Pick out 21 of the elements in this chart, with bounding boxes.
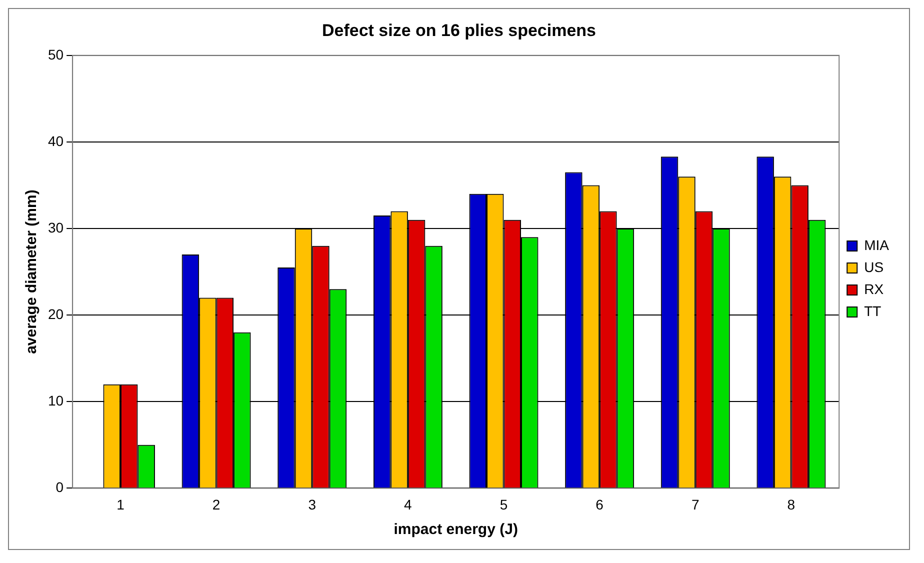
x-tick-label: 5 — [500, 496, 508, 512]
y-tick-label: 10 — [48, 392, 64, 408]
x-tick-label: 4 — [404, 496, 412, 512]
legend-label: RX — [864, 280, 884, 297]
y-tick-label: 20 — [48, 306, 64, 322]
y-tick-label: 0 — [56, 479, 64, 496]
chart-title: Defect size on 16 plies specimens — [322, 20, 596, 40]
legend-label: US — [864, 258, 884, 275]
y-tick-label: 50 — [48, 46, 64, 62]
legend-label: MIA — [864, 236, 890, 253]
x-tick-label: 1 — [116, 496, 125, 512]
legend-label: TT — [864, 302, 882, 319]
y-tick-label: 40 — [48, 132, 64, 149]
x-tick-label: 7 — [691, 496, 700, 512]
x-tick-label: 6 — [596, 496, 604, 512]
x-tick-label: 8 — [787, 496, 796, 512]
x-tick-label: 3 — [308, 496, 316, 512]
x-tick-label: 2 — [212, 496, 220, 512]
y-axis-title: average diameter (mm) — [23, 190, 40, 354]
x-axis-title: impact energy (J) — [394, 521, 518, 538]
y-tick-label: 30 — [48, 219, 64, 236]
